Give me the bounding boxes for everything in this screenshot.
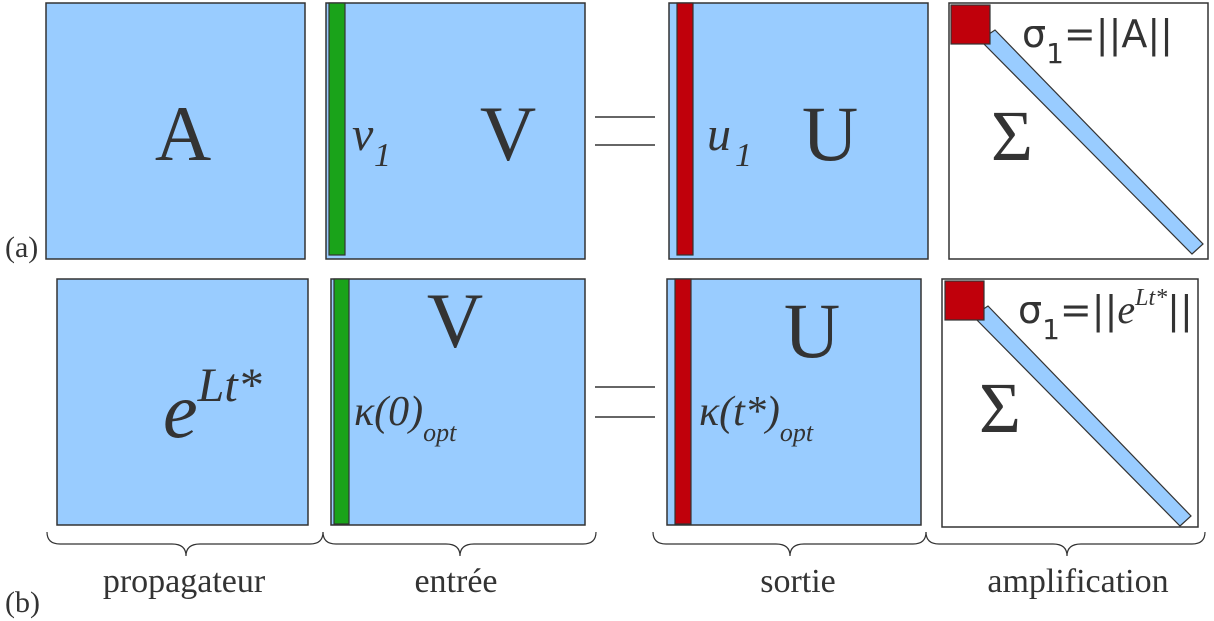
sigma-formula-b: σ1=||eLt*|| (1018, 285, 1193, 346)
sigma-formula-a: σ1=||A|| (1022, 12, 1173, 70)
input-vector-kappa0-label: κ(0)opt (354, 389, 457, 447)
matrix-v-a (325, 2, 586, 260)
matrix-u-b-label: U (784, 287, 840, 374)
input-vector-v1-label: v (352, 108, 374, 161)
output-vector-u1 (676, 2, 694, 256)
row-b-label: (b) (5, 586, 40, 619)
input-vector-v1-sub: 1 (374, 137, 391, 174)
brace-input (322, 531, 597, 557)
brace-output (652, 531, 927, 557)
input-vector-kappa0 (333, 278, 350, 525)
brace-amplification (925, 531, 1206, 557)
sigma1-block-a (950, 4, 991, 45)
caption-amplification: amplification (987, 563, 1168, 600)
matrix-a-label: A (155, 90, 211, 177)
row-a: A v 1 V u 1 U σ1=||A|| Σ (a) (5, 2, 1209, 264)
matrix-u-a-label: U (802, 90, 858, 177)
braces (46, 531, 1206, 557)
output-vector-kappat (674, 278, 692, 525)
caption-input: entrée (414, 563, 497, 600)
caption-output: sortie (760, 563, 836, 600)
matrix-u-b (666, 278, 922, 526)
row-a-label: (a) (5, 231, 38, 264)
brace-propagator (46, 531, 324, 557)
sigma1-block-b (944, 280, 985, 321)
caption-propagator: propagateur (103, 563, 266, 600)
sigma-symbol-b: Σ (979, 368, 1021, 448)
propagator-label-b: eLt* (163, 359, 262, 454)
matrix-u-a (668, 2, 929, 260)
matrix-v-a-label: V (480, 90, 536, 177)
output-vector-u1-sub: 1 (735, 137, 752, 174)
sigma-symbol-a: Σ (991, 96, 1033, 176)
matrix-propagator-b (56, 278, 309, 526)
output-vector-kappat-label: κ(t*)opt (699, 389, 814, 447)
input-vector-v1 (328, 2, 346, 256)
matrix-v-b-label: V (427, 277, 483, 364)
matrix-v-b (330, 278, 586, 526)
row-b: eLt* V κ(0)opt U κ(t*)opt σ1=||eLt*|| Σ … (5, 277, 1199, 619)
matrix-a (45, 2, 306, 260)
output-vector-u1-label: u (707, 108, 731, 161)
